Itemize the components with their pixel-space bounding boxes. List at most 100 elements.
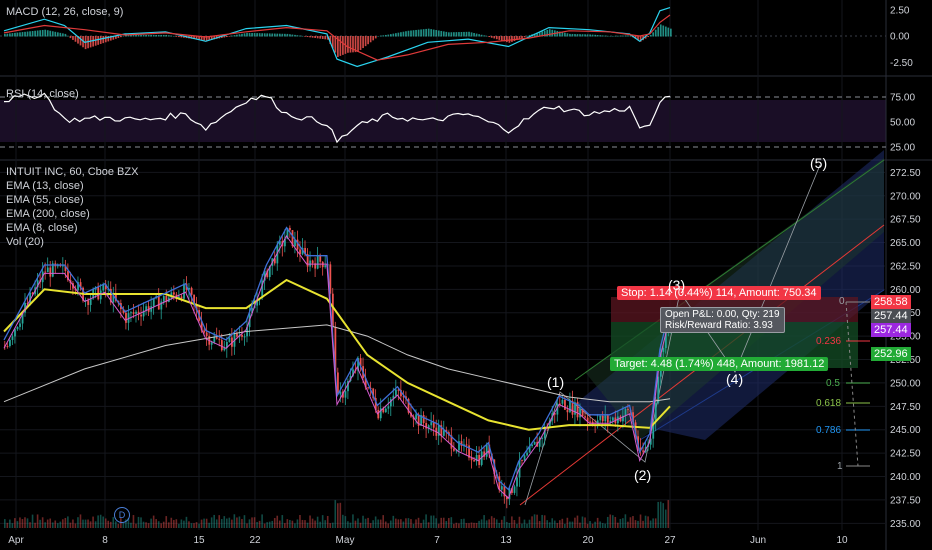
candle-body [243,336,246,338]
volume-bar [493,517,496,528]
macd-hist-bar [337,36,339,57]
rsi-legend[interactable]: RSI (14, close) [6,88,79,100]
macd-hist-bar [662,25,665,37]
macd-hist-bar [417,29,420,37]
volume-bar [142,521,145,528]
macd-hist-bar [157,34,160,37]
x-tick-label: 27 [664,535,676,546]
candle-body [611,417,614,421]
volume-bar [599,521,601,528]
risk-reward-text: Risk/Reward Ratio: 3.93 [665,320,773,331]
volume-bar [629,517,632,528]
volume-bar [99,514,102,528]
macd-hist-bar [627,35,629,37]
candle-body [387,406,390,409]
macd-hist-bar [498,36,501,40]
volume-bar [329,523,332,528]
volume-bar [664,509,667,528]
macd-hist-bar [634,36,637,39]
candle-body [364,377,367,388]
volume-bar [541,514,543,528]
macd-hist-bar [579,34,581,37]
candle-body [26,302,29,304]
macd-hist-bar [667,27,670,37]
macd-hist-bar [137,34,140,37]
volume-bar [548,522,551,528]
target-label[interactable]: Target: 4.48 (1.74%) 448, Amount: 1981.1… [610,357,829,371]
macd-legend[interactable]: MACD (12, 26, close, 9) [6,6,124,18]
volume-bar [127,518,130,528]
candle-body [347,380,349,392]
x-tick-label: 15 [193,535,205,546]
volume-bar [662,503,665,528]
volume-bar [294,523,296,528]
candle-body [382,408,385,413]
price-tick-label: 260.00 [890,285,921,296]
volume-bar [314,520,316,528]
candle-body [415,414,418,420]
candle-body [331,293,334,327]
volume-bar [311,518,314,528]
position-info[interactable]: Open P&L: 0.00, Qty: 219 Risk/Reward Rat… [660,307,785,333]
candle-body [553,413,556,415]
candle-body [664,332,667,348]
indicator-ema13[interactable]: EMA (13, close) [6,180,84,192]
volume-bar [241,518,243,528]
indicator-volume[interactable]: Vol (20) [6,236,44,248]
candle-body [122,309,125,313]
macd-hist-bar [463,31,465,37]
macd-hist-bar [506,36,508,43]
candle-body [521,459,523,461]
candle-body [473,460,476,462]
volume-bar [4,519,6,528]
dividend-marker[interactable]: D [114,507,130,523]
volume-bar [289,519,291,528]
macd-hist-bar [384,34,387,37]
candle-body [79,282,82,288]
macd-hist-bar [599,35,602,37]
candle-body [422,415,425,424]
volume-bar [248,519,251,528]
volume-bar [266,522,268,528]
candle-body [564,399,566,410]
candle-body [511,488,513,493]
volume-bar [132,515,135,528]
volume-bar [642,520,644,528]
macd-hist-bar [19,32,21,37]
candle-body [266,270,269,278]
x-tick-label: 7 [434,535,440,546]
volume-bar [54,520,57,528]
macd-hist-bar [77,36,79,44]
candle-body [617,416,619,424]
indicator-ema200[interactable]: EMA (200, close) [6,208,90,220]
candle-body [581,408,584,417]
volume-bar [448,518,450,528]
candle-body [420,415,423,426]
volume-bar [405,518,407,528]
volume-bar [478,520,480,528]
candle-body [273,258,276,264]
fib-level-0786: 0.786 [816,425,842,436]
candle-body [51,263,54,277]
indicator-ema8[interactable]: EMA (8, close) [6,222,78,234]
volume-bar [74,523,77,528]
macd-hist-bar [445,31,448,37]
macd-hist-bar [584,34,586,37]
stop-label[interactable]: Stop: 1.14 (0.44%) 114, Amount: 750.34 [617,286,821,300]
candle-body [306,254,309,267]
indicator-ema55[interactable]: EMA (55, close) [6,194,84,206]
macd-hist-bar [261,33,264,37]
candle-body [528,446,531,453]
volume-bar [473,522,475,528]
volume-bar [304,520,306,528]
macd-hist-bar [473,32,475,37]
macd-hist-bar [41,29,44,37]
price-tag-target: 252.96 [871,347,911,361]
macd-hist-bar [458,32,460,37]
volume-bar [67,516,69,528]
symbol-legend[interactable]: INTUIT INC, 60, Cboe BZX [6,166,139,178]
price-tag-current: 257.44 [871,309,911,323]
candle-body [543,426,546,438]
